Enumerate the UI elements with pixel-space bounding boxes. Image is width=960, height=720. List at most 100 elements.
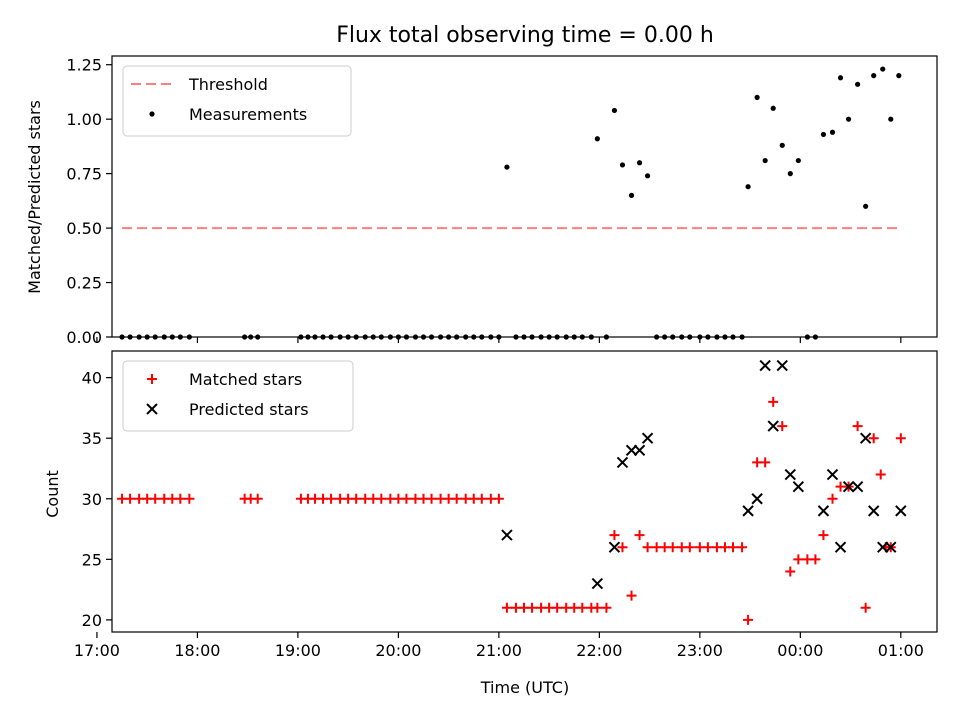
measurement-point [855,81,861,87]
matched-star-point [577,602,588,613]
matched-star-point [175,493,186,504]
matched-star-point [702,542,713,553]
x-tick-label: 22:00 [576,641,622,660]
predicted-star-point [859,432,872,444]
x-tick-label: 17:00 [74,641,120,660]
x-tick-label: 23:00 [677,641,723,660]
predicted-star-point [751,493,763,505]
matched-star-point [743,614,754,625]
matched-star-point [818,530,829,541]
legend-box [122,360,354,432]
legend-label: Threshold [188,75,268,94]
axes-frame [111,55,938,338]
matched-star-point [642,542,653,553]
predicted-star-point [759,359,771,372]
matched-star-point [617,542,628,553]
measurement-point [770,105,776,111]
matched-star-point [125,493,136,504]
matched-star-point [895,433,906,444]
x-tick-label: 19:00 [275,641,321,660]
y-tick-label: 0.50 [66,219,102,238]
matched-star-point [810,554,821,565]
matched-star-point [252,493,263,504]
matched-star-point [351,493,362,504]
y-tick-label: 1.00 [66,110,102,129]
x-tick-label: 20:00 [375,641,421,660]
matched-star-point [737,542,748,553]
predicted-star-point [767,420,779,432]
predicted-star-point [641,432,654,444]
predicted-star-point [851,480,864,493]
measurement-point [845,116,852,122]
predicted-star-point [742,505,754,517]
matched-star-point [476,493,487,504]
matched-star-point [760,457,771,468]
matched-star-point [634,530,645,541]
matched-star-point [601,602,612,613]
measurement-point [829,129,836,135]
top-y-axis-label: Matched/Predicted stars [25,100,44,294]
matched-star-point [426,493,437,504]
legend-box [122,65,352,137]
predicted-star-point [867,505,880,517]
matched-star-point [451,493,462,504]
x-tick-label: 21:00 [476,641,522,660]
predicted-star-point [834,541,847,553]
x-tick-label: 01:00 [878,641,924,660]
measurement-point [754,94,760,100]
matched-star-point [493,493,504,504]
matched-star-point [728,542,739,553]
measurement-point [837,75,844,81]
predicted-star-point [633,444,646,457]
predicted-star-point [784,468,796,481]
matched-star-point [501,602,512,613]
matched-star-point [592,602,603,613]
matched-star-point [401,493,412,504]
matched-star-point [868,433,879,444]
y-tick-label: 0.25 [66,274,102,293]
y-tick-label: 25 [82,550,102,569]
measurement-point [636,160,643,166]
measurement-point [611,107,618,114]
measurement-point [745,184,751,190]
predicted-star-point [591,577,604,590]
measurement-point [795,157,801,164]
x-axis-label: Time (UTC) [480,678,569,697]
matched-star-point [376,493,387,504]
measurement-point [787,171,793,177]
predicted-star-point [895,505,907,517]
predicted-star-point [817,505,830,517]
predicted-star-point [885,541,897,553]
legend-predicted-swatch [146,403,158,415]
matched-star-point [852,421,863,432]
top-panel: 0.00 0.25 0.50 0.75 1.00 1.25 Threshold Measure… [66,55,938,347]
y-tick-label: 1.25 [66,56,102,75]
matched-star-point [777,421,788,432]
bottom-y-axis-label: Count [43,470,62,518]
y-tick-label: 35 [82,429,102,448]
predicted-star-point [501,529,513,541]
measurement-point [896,73,902,79]
measurement-point [628,192,635,199]
matched-star-point [684,542,695,553]
bottom-panel: 20 25 30 35 40 17:00 18:00 19:00 20:00 21:00 22:00… [74,350,938,660]
measurement-point [644,173,651,179]
legend-label: Measurements [189,105,307,124]
measurement-point [504,164,510,170]
matched-star-point [785,566,796,577]
predicted-star-point [616,456,629,469]
y-tick-label: 30 [82,490,102,509]
legend-measurement-swatch [149,111,155,117]
matched-star-point [150,493,161,504]
measurement-point [762,157,768,164]
matched-star-point [527,602,538,613]
predicted-star-point [776,359,788,372]
matched-star-point [326,493,337,504]
matched-star-point [609,530,620,541]
legend-matched-swatch [147,374,157,384]
y-tick-label: 20 [82,611,102,630]
measurement-point [594,136,600,142]
matched-star-point [184,493,195,504]
matched-star-point [827,493,838,504]
